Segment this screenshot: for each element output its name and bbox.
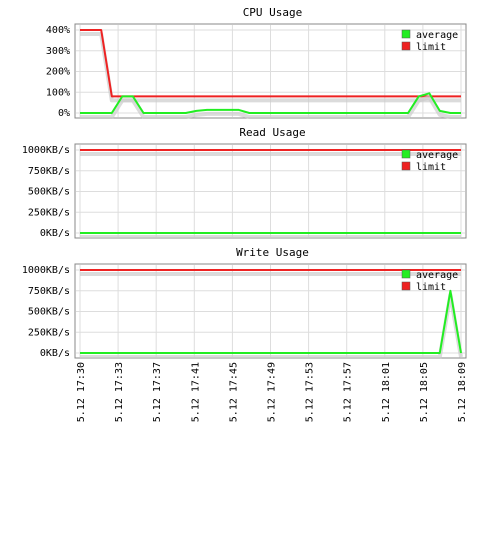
legend-swatch-average — [401, 29, 411, 39]
x-tick-label: 5.12 17:57 — [343, 362, 354, 422]
chart-title: Write Usage — [236, 246, 309, 259]
y-tick-label: 750KB/s — [28, 286, 70, 297]
x-axis-labels: 5.12 17:30 5.12 17:33 5.12 17:37 5.12 17:41… — [76, 362, 468, 422]
series-shadow-average — [80, 95, 461, 119]
y-tick-label: 0KB/s — [40, 228, 70, 239]
y-tick-label: 0KB/s — [40, 348, 70, 359]
x-tick-label: 5.12 18:09 — [457, 362, 468, 422]
chart-panel-3: Write Usage 1000KB/s 750KB/s 500KB/s 250KB/s… — [22, 246, 467, 359]
x-tick-label: 5.12 18:05 — [419, 362, 430, 422]
legend-label-limit: limit — [416, 162, 446, 173]
legend-swatch-limit — [401, 281, 411, 291]
series-line-limit — [80, 29, 461, 98]
x-tick-label: 5.12 17:45 — [228, 362, 239, 422]
legend-swatch-limit — [401, 161, 411, 171]
y-tick-label: 1000KB/s — [22, 145, 70, 156]
y-tick-label: 400% — [46, 25, 70, 36]
series-line-average — [80, 289, 462, 354]
legend-swatch-average — [401, 269, 411, 279]
x-tick-label: 5.12 17:37 — [152, 362, 163, 422]
y-tick-label: 200% — [46, 67, 70, 78]
x-tick-label: 5.12 17:41 — [190, 362, 201, 422]
legend-swatch-limit — [401, 41, 411, 51]
y-tick-label: 1000KB/s — [22, 265, 70, 276]
x-tick-label: 5.12 17:49 — [267, 362, 278, 422]
legend-label-average: average — [416, 30, 458, 41]
legend-label-limit: limit — [416, 282, 446, 293]
legend-swatch-average — [401, 149, 411, 159]
chart-panel-2: Read Usage 1000KB/s 750KB/s 500KB/s 250KB/s 0… — [22, 126, 467, 239]
chart-title: Read Usage — [239, 126, 305, 139]
series-line-average — [80, 92, 461, 114]
legend-label-average: average — [416, 150, 458, 161]
y-tick-label: 100% — [46, 87, 70, 98]
legend-label-limit: limit — [416, 42, 446, 53]
chart-title: CPU Usage — [243, 6, 303, 19]
y-tick-label: 250KB/s — [28, 327, 70, 338]
x-tick-label: 5.12 17:53 — [305, 362, 316, 422]
y-tick-label: 500KB/s — [28, 307, 70, 318]
y-tick-label: 750KB/s — [28, 166, 70, 177]
legend-label-average: average — [416, 270, 458, 281]
y-tick-label: 500KB/s — [28, 187, 70, 198]
y-tick-label: 250KB/s — [28, 207, 70, 218]
x-tick-label: 5.12 17:33 — [114, 362, 125, 422]
y-tick-label: 300% — [46, 46, 70, 57]
x-tick-label: 5.12 17:30 — [76, 362, 87, 422]
y-tick-label: 0% — [58, 108, 70, 119]
x-tick-label: 5.12 18:01 — [381, 362, 392, 422]
